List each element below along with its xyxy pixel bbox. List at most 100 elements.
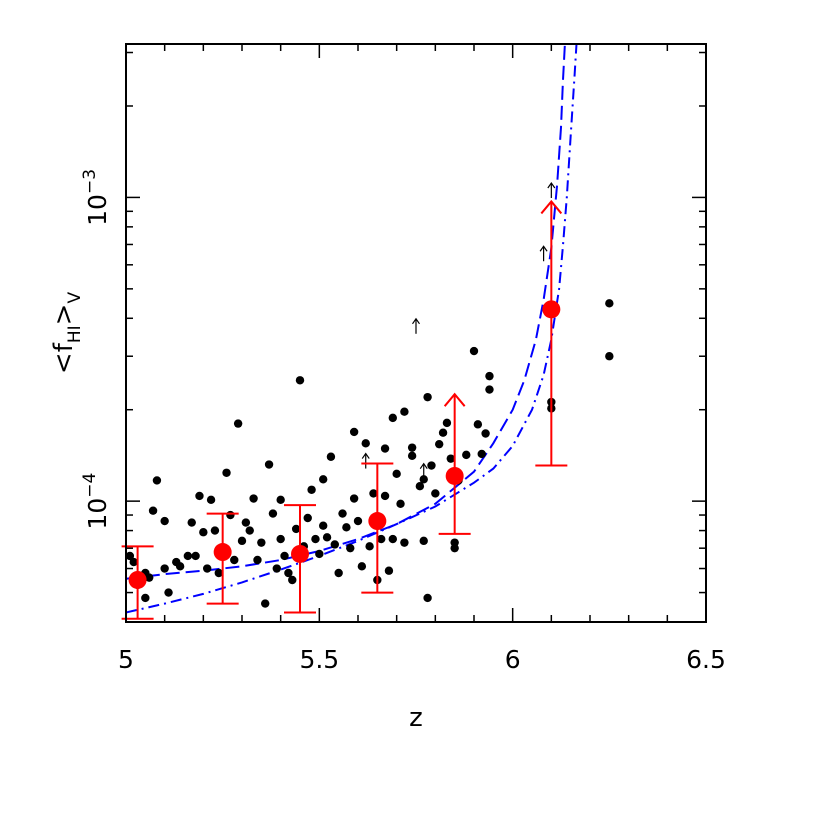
- data-point: [605, 299, 614, 308]
- data-point: [349, 427, 359, 437]
- model-curve-dashed: [126, 44, 566, 580]
- data-point: [210, 526, 220, 535]
- data-point: [450, 538, 459, 547]
- data-point: [199, 528, 208, 537]
- lower-limit-arrow: [361, 452, 370, 469]
- data-point: [357, 562, 367, 571]
- data-point: [326, 452, 336, 461]
- x-tick-label: 6.5: [686, 645, 726, 674]
- data-point: [473, 420, 483, 429]
- data-point: [407, 451, 417, 461]
- data-point: [249, 494, 258, 503]
- data-point: [206, 495, 216, 505]
- data-point: [253, 555, 262, 565]
- data-point: [183, 551, 193, 561]
- data-point: [427, 461, 436, 470]
- data-point: [462, 450, 471, 460]
- data-point: [384, 566, 394, 575]
- data-point: [346, 543, 355, 553]
- data-point: [392, 469, 401, 479]
- lower-limit-arrows: [361, 181, 556, 479]
- data-point: [388, 534, 397, 544]
- data-point: [203, 564, 212, 573]
- data-point: [400, 538, 409, 547]
- data-point: [268, 509, 278, 518]
- data-point: [303, 513, 312, 523]
- binned-point: [535, 199, 568, 467]
- binned-point: [284, 504, 316, 614]
- data-point: [330, 540, 339, 549]
- lower-limit-arrow: [412, 317, 420, 334]
- data-point: [485, 385, 494, 394]
- y-tick-label: 10−3: [80, 169, 112, 226]
- data-point: [380, 491, 390, 501]
- data-point: [276, 534, 285, 544]
- data-point: [195, 491, 204, 501]
- data-point: [419, 475, 428, 484]
- model-curve-dashdot: [126, 44, 578, 614]
- data-point: [264, 460, 274, 469]
- data-point: [257, 538, 266, 547]
- data-point: [485, 371, 494, 381]
- data-point: [295, 376, 305, 385]
- data-point: [415, 481, 425, 491]
- data-point: [353, 516, 363, 526]
- data-point: [226, 510, 235, 520]
- data-point: [222, 468, 231, 477]
- data-point: [477, 449, 486, 459]
- data-point: [342, 523, 351, 532]
- data-point: [145, 573, 154, 582]
- data-point: [280, 551, 289, 561]
- data-point: [365, 542, 374, 551]
- lower-limit-arrow: [539, 245, 548, 262]
- y-tick-label: 10−4: [80, 473, 112, 530]
- data-point: [446, 454, 455, 463]
- data-point: [191, 551, 200, 561]
- data-point: [284, 568, 293, 578]
- data-point: [237, 536, 247, 546]
- data-point: [377, 534, 386, 544]
- data-point: [481, 429, 490, 438]
- data-point: [469, 346, 479, 356]
- data-point: [164, 588, 173, 597]
- data-point: [315, 549, 324, 559]
- tick-labels: 5 5.5 6 6.5 10−4 10−3: [80, 169, 726, 674]
- x-tick-label: 6: [505, 645, 521, 674]
- data-point: [369, 489, 378, 498]
- data-point: [319, 475, 328, 484]
- data-point: [419, 536, 428, 546]
- x-axis-title: z: [409, 703, 423, 733]
- data-point: [160, 516, 169, 526]
- y-axis-title: <fHI>V: [49, 292, 85, 375]
- data-point: [129, 557, 138, 567]
- data-point: [175, 562, 185, 571]
- binned-point: [121, 545, 154, 620]
- x-tick-label: 5: [118, 645, 134, 674]
- binned-point: [206, 512, 239, 605]
- data-point: [245, 526, 254, 535]
- data-point: [148, 506, 158, 515]
- data-points: [126, 299, 614, 608]
- data-point: [261, 599, 270, 608]
- data-point: [272, 564, 281, 573]
- data-point: [349, 494, 359, 503]
- plot-frame: [125, 43, 707, 623]
- data-point: [322, 533, 332, 542]
- data-point: [152, 476, 162, 485]
- data-point: [407, 443, 417, 452]
- data-point: [605, 352, 614, 361]
- data-point: [361, 439, 370, 448]
- lower-limit-arrow: [419, 462, 428, 479]
- data-point: [230, 555, 239, 565]
- data-point: [307, 485, 316, 494]
- data-point: [276, 495, 285, 505]
- data-point: [214, 568, 223, 578]
- binned-point: [438, 392, 471, 535]
- data-point: [288, 575, 297, 585]
- binned-point: [361, 462, 394, 594]
- binned-means: [121, 199, 568, 620]
- data-point: [233, 419, 243, 428]
- data-point: [187, 518, 196, 527]
- data-point: [126, 551, 135, 561]
